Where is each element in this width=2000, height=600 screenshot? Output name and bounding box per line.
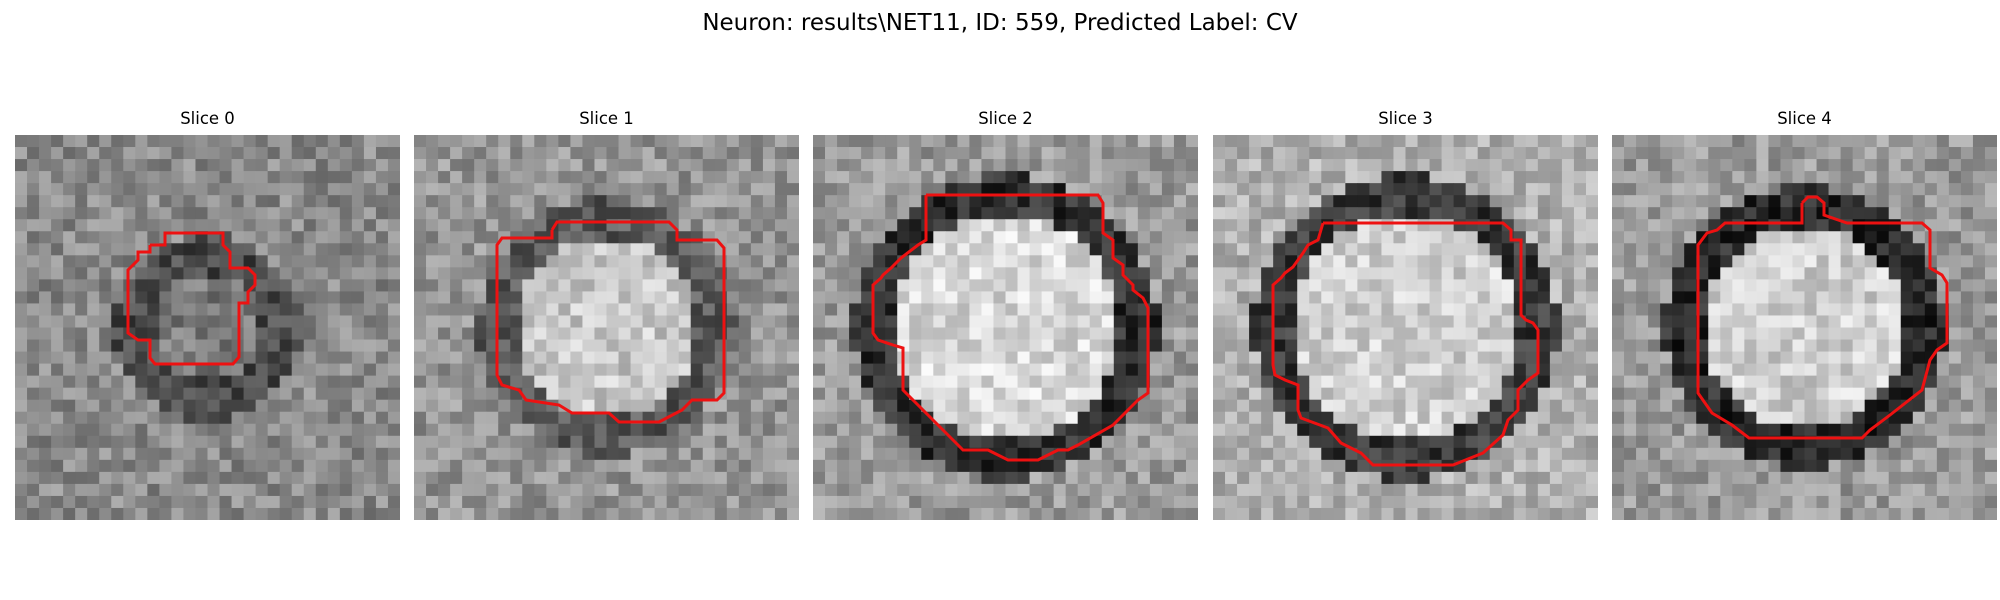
slice-image-2 [813,135,1198,520]
slice-title: Slice 0 [180,109,235,128]
slice-panel-4: Slice 4 [1612,108,1997,520]
slice-panel-1: Slice 1 [414,108,799,520]
segmentation-contour [126,231,257,366]
slice-pixels [15,135,400,520]
slice-title: Slice 3 [1378,109,1433,128]
slice-panel-3: Slice 3 [1213,108,1598,520]
slice-title: Slice 2 [978,109,1033,128]
slice-pixels [1612,135,1997,520]
slice-panel-0: Slice 0 [15,108,400,520]
segmentation-contour [1696,195,1949,440]
slice-image-1 [414,135,799,520]
figure-title: Neuron: results\NET11, ID: 559, Predicte… [702,10,1298,36]
segmentation-contour [871,193,1150,462]
segmentation-contour [1271,221,1540,467]
slice-image-0 [15,135,400,520]
slice-pixels [813,135,1198,520]
slice-title: Slice 4 [1777,109,1832,128]
slice-pixels [414,135,799,520]
slice-image-4 [1612,135,1997,520]
segmentation-contour [495,220,726,424]
slice-pixels [1213,135,1598,520]
slice-panel-2: Slice 2 [813,108,1198,520]
slice-image-3 [1213,135,1598,520]
slice-title: Slice 1 [579,109,634,128]
